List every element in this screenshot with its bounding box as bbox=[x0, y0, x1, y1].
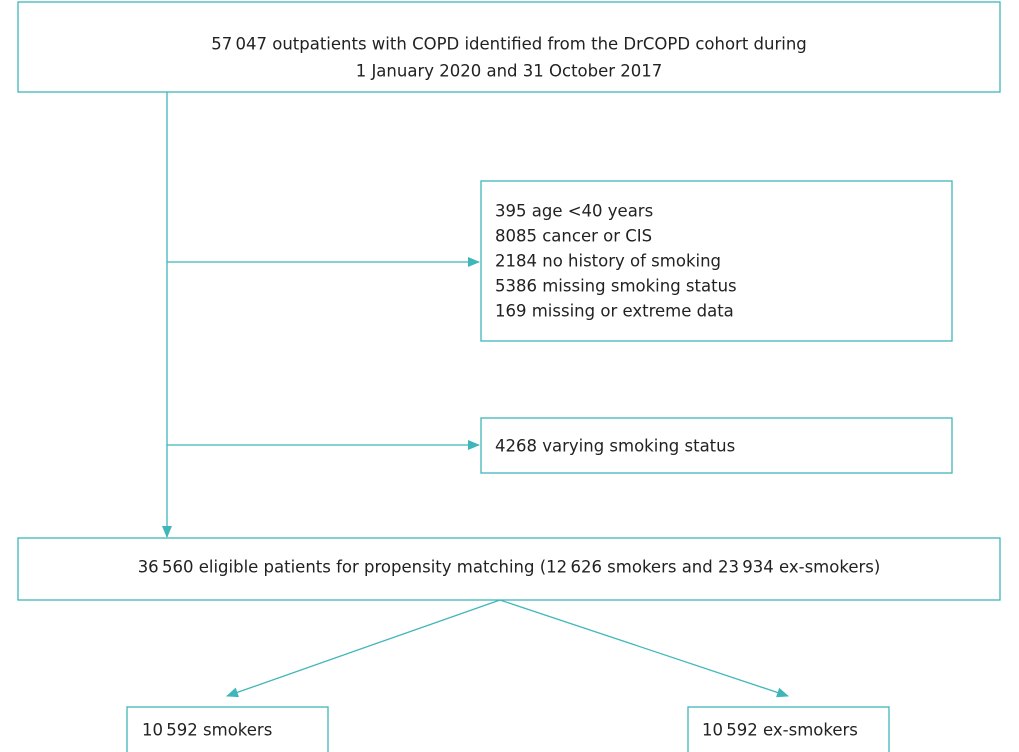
box-text: 57 047 outpatients with COPD identified … bbox=[211, 35, 807, 54]
box-text: 2184 no history of smoking bbox=[495, 252, 721, 271]
split-arrow bbox=[226, 599, 501, 698]
box-text: 169 missing or extreme data bbox=[495, 302, 734, 321]
eligible-box bbox=[17, 537, 1001, 601]
box-text: 8085 cancer or CIS bbox=[495, 227, 652, 246]
box-text: 4268 varying smoking status bbox=[495, 437, 735, 456]
box-text: 10 592 ex-smokers bbox=[702, 721, 858, 740]
group-box bbox=[687, 706, 890, 752]
cohort-box bbox=[17, 1, 1001, 93]
box-text: 36 560 eligible patients for propensity … bbox=[138, 558, 881, 577]
exclusion-box bbox=[480, 180, 953, 342]
box-text: 5386 missing smoking status bbox=[495, 277, 737, 296]
box-text: 1 January 2020 and 31 October 2017 bbox=[356, 62, 663, 81]
split-arrow bbox=[499, 599, 789, 698]
box-text: 395 age <40 years bbox=[495, 202, 653, 221]
exclusion-box bbox=[480, 417, 953, 474]
box-text: 10 592 smokers bbox=[142, 721, 272, 740]
group-box bbox=[126, 706, 329, 752]
